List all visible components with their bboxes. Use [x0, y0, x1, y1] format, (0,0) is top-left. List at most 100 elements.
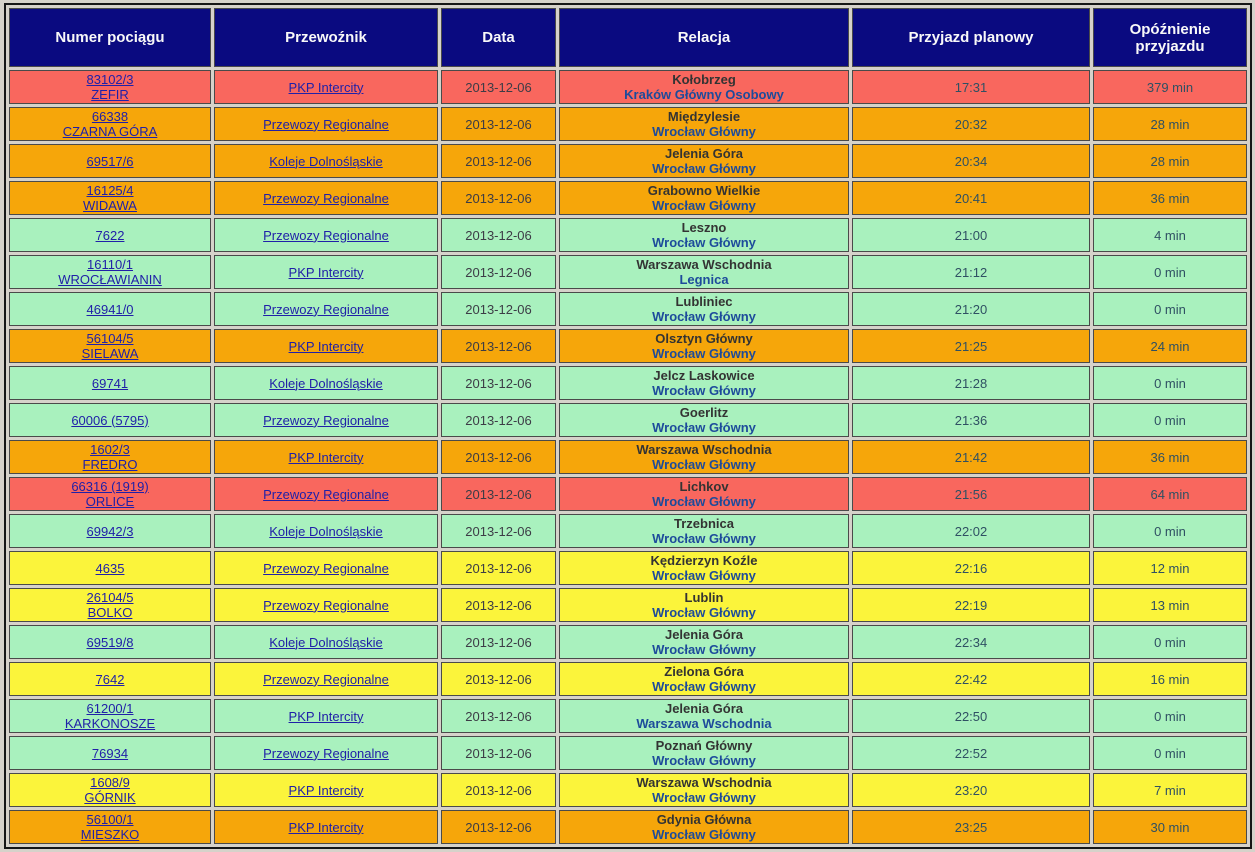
carrier-link[interactable]: PKP Intercity	[288, 338, 364, 354]
planned-arrival-text: 21:28	[954, 375, 988, 391]
planned-arrival-cell: 21:20	[852, 292, 1090, 326]
train-number-cell: 61200/1 KARKONOSZE	[9, 699, 211, 733]
train-name-link[interactable]: MIESZKO	[80, 827, 140, 842]
train-number-link[interactable]: 16125/4	[86, 183, 134, 198]
train-name-link[interactable]: BOLKO	[87, 605, 133, 620]
planned-arrival-text: 21:42	[954, 449, 988, 465]
train-name-link[interactable]: GÓRNIK	[84, 790, 136, 805]
train-number-cell: 46941/0	[9, 292, 211, 326]
train-number-link[interactable]: 83102/3	[86, 72, 134, 87]
carrier-link[interactable]: Przewozy Regionalne	[263, 597, 389, 613]
carrier-cell: Koleje Dolnośląskie	[214, 144, 438, 178]
route-cell: Poznań Główny Wrocław Główny	[559, 736, 849, 770]
carrier-link[interactable]: Przewozy Regionalne	[263, 412, 389, 428]
route-origin: Jelcz Laskowice	[653, 368, 755, 383]
carrier-cell: PKP Intercity	[214, 699, 438, 733]
carrier-link[interactable]: Przewozy Regionalne	[263, 560, 389, 576]
carrier-cell: Koleje Dolnośląskie	[214, 514, 438, 548]
train-name-link[interactable]: SIELAWA	[81, 346, 139, 361]
route-origin: Jelenia Góra	[664, 146, 744, 161]
train-number-link[interactable]: 7642	[95, 671, 125, 687]
carrier-link[interactable]: Przewozy Regionalne	[263, 301, 389, 317]
train-number-link[interactable]: 66316 (1919)	[71, 479, 149, 494]
train-number-link[interactable]: 1608/9	[90, 775, 130, 790]
carrier-link[interactable]: Koleje Dolnośląskie	[269, 523, 383, 539]
train-name-link[interactable]: ZEFIR	[91, 87, 129, 102]
train-number-link[interactable]: 56104/5	[86, 331, 134, 346]
train-number-link[interactable]: 16110/1	[86, 257, 134, 272]
train-number-link[interactable]: 56100/1	[86, 812, 134, 827]
train-name-link[interactable]: ORLICE	[85, 494, 135, 509]
table-row: 69519/8 Koleje Dolnośląskie 2013-12-06 Jele…	[9, 625, 1247, 659]
train-number-link[interactable]: 76934	[91, 745, 129, 761]
train-number-link[interactable]: 69519/8	[86, 634, 134, 650]
train-number-link[interactable]: 69517/6	[86, 153, 134, 169]
route-destination: Wrocław Główny	[652, 568, 756, 583]
carrier-link[interactable]: PKP Intercity	[288, 79, 364, 95]
train-number-link[interactable]: 7622	[95, 227, 125, 243]
train-number-link[interactable]: 66338	[91, 109, 129, 124]
carrier-link[interactable]: PKP Intercity	[288, 264, 364, 280]
train-number-link[interactable]: 61200/1	[86, 701, 134, 716]
carrier-link[interactable]: Koleje Dolnośląskie	[269, 634, 383, 650]
route-origin: Lubliniec	[675, 294, 733, 309]
carrier-link[interactable]: Przewozy Regionalne	[263, 745, 389, 761]
train-number-link[interactable]: 4635	[95, 560, 125, 576]
train-name-link[interactable]: CZARNA GÓRA	[62, 124, 158, 139]
carrier-link[interactable]: Koleje Dolnośląskie	[269, 375, 383, 391]
train-name-link[interactable]: FREDRO	[82, 457, 138, 472]
arrival-delay-cell: 0 min	[1093, 699, 1247, 733]
train-number-link[interactable]: 26104/5	[86, 590, 134, 605]
train-number-cell: 56100/1 MIESZKO	[9, 810, 211, 844]
table-row: 26104/5 BOLKO Przewozy Regionalne 2013-12-0…	[9, 588, 1247, 622]
col-header-arrival-delay: Opóźnienie przyjazdu	[1093, 8, 1247, 67]
route-destination: Legnica	[679, 272, 729, 287]
date-text: 2013-12-06	[465, 782, 532, 798]
date-cell: 2013-12-06	[441, 477, 556, 511]
route-cell: Kołobrzeg Kraków Główny Osobowy	[559, 70, 849, 104]
carrier-link[interactable]: Przewozy Regionalne	[263, 486, 389, 502]
carrier-link[interactable]: Przewozy Regionalne	[263, 227, 389, 243]
date-text: 2013-12-06	[465, 634, 532, 650]
planned-arrival-text: 23:25	[954, 819, 988, 835]
date-text: 2013-12-06	[465, 153, 532, 169]
route-destination: Wrocław Główny	[652, 642, 756, 657]
carrier-link[interactable]: Przewozy Regionalne	[263, 190, 389, 206]
route-destination: Wrocław Główny	[652, 753, 756, 768]
route-cell: Jelcz Laskowice Wrocław Główny	[559, 366, 849, 400]
route-origin: Trzebnica	[674, 516, 734, 531]
arrival-delay-cell: 7 min	[1093, 773, 1247, 807]
carrier-link[interactable]: PKP Intercity	[288, 819, 364, 835]
arrival-delay-text: 36 min	[1150, 190, 1190, 206]
route-origin: Lublin	[684, 590, 724, 605]
route-origin: Międzylesie	[667, 109, 741, 124]
arrival-delay-text: 0 min	[1154, 301, 1186, 317]
carrier-link[interactable]: Koleje Dolnośląskie	[269, 153, 383, 169]
train-number-link[interactable]: 1602/3	[90, 442, 130, 457]
arrival-delay-text: 7 min	[1154, 782, 1186, 798]
planned-arrival-cell: 22:02	[852, 514, 1090, 548]
route-cell: Lublin Wrocław Główny	[559, 588, 849, 622]
carrier-link[interactable]: Przewozy Regionalne	[263, 116, 389, 132]
carrier-link[interactable]: PKP Intercity	[288, 782, 364, 798]
train-name-link[interactable]: KARKONOSZE	[64, 716, 156, 731]
table-row: 46941/0 Przewozy Regionalne 2013-12-06 Lubl…	[9, 292, 1247, 326]
date-text: 2013-12-06	[465, 338, 532, 354]
carrier-link[interactable]: PKP Intercity	[288, 449, 364, 465]
carrier-cell: Przewozy Regionalne	[214, 477, 438, 511]
train-name-link[interactable]: WIDAWA	[83, 198, 137, 213]
train-number-link[interactable]: 69942/3	[86, 523, 134, 539]
planned-arrival-cell: 22:16	[852, 551, 1090, 585]
train-number-link[interactable]: 60006 (5795)	[71, 412, 149, 428]
arrival-delay-text: 0 min	[1154, 264, 1186, 280]
route-cell: Goerlitz Wrocław Główny	[559, 403, 849, 437]
planned-arrival-cell: 21:28	[852, 366, 1090, 400]
arrival-delay-text: 30 min	[1150, 819, 1190, 835]
carrier-link[interactable]: Przewozy Regionalne	[263, 671, 389, 687]
train-name-link[interactable]: WROCŁAWIANIN	[58, 272, 162, 287]
arrival-delay-text: 24 min	[1150, 338, 1190, 354]
train-number-link[interactable]: 69741	[91, 375, 129, 391]
planned-arrival-text: 21:20	[954, 301, 988, 317]
carrier-link[interactable]: PKP Intercity	[288, 708, 364, 724]
train-number-link[interactable]: 46941/0	[86, 301, 134, 317]
